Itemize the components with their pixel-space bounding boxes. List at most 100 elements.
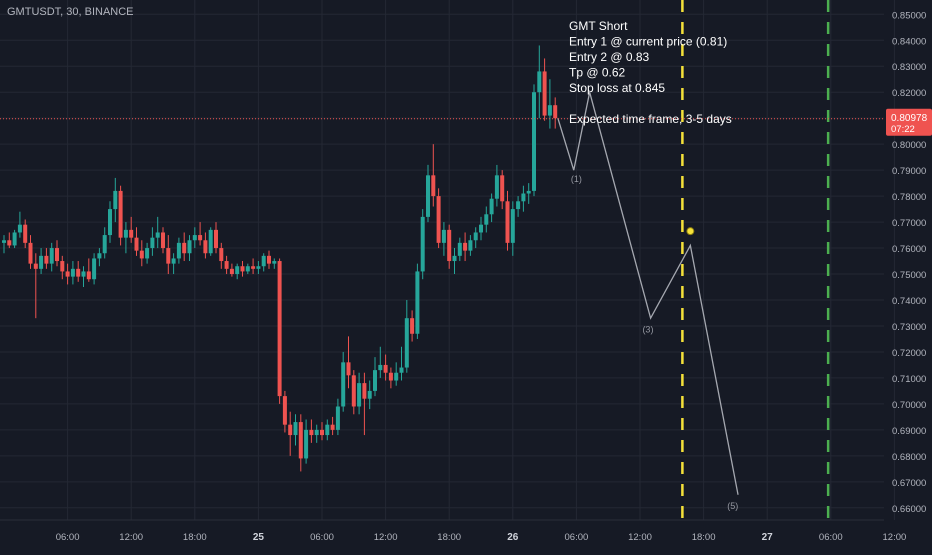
time-tick-label: 18:00: [692, 532, 716, 543]
candle-body: [347, 362, 351, 375]
candle: [421, 209, 425, 279]
candle-body: [325, 425, 329, 435]
wave-label: (1): [571, 174, 582, 184]
candle-body: [34, 264, 38, 269]
candle-body: [18, 225, 22, 233]
note-line: Entry 2 @ 0.83: [569, 50, 650, 64]
candle-body: [76, 269, 80, 277]
candle-body: [447, 230, 451, 261]
candle-body: [182, 243, 186, 253]
price-tick-label: 0.77000: [892, 218, 926, 229]
candle-body: [140, 251, 144, 259]
candle-body: [135, 238, 139, 251]
candle-body: [44, 256, 48, 264]
candle-body: [373, 370, 377, 391]
candle-body: [511, 209, 515, 243]
candle: [119, 186, 123, 246]
candle-body: [150, 238, 154, 248]
candle-body: [283, 396, 287, 425]
candle-body: [272, 261, 276, 264]
candle-body: [23, 225, 27, 243]
candle-body: [384, 365, 388, 373]
time-tick-label: 06:00: [565, 532, 589, 543]
candle-body: [225, 261, 229, 269]
candle: [415, 264, 419, 339]
note-line: Stop loss at 0.845: [569, 81, 665, 95]
candle-body: [336, 406, 340, 429]
candle-body: [87, 271, 91, 279]
candle-body: [166, 248, 170, 264]
price-tick-label: 0.71000: [892, 374, 926, 385]
candle-body: [7, 240, 11, 245]
candle-body: [320, 430, 324, 435]
time-tick-label: 12:00: [628, 532, 652, 543]
time-tick-label: 12:00: [883, 532, 907, 543]
candle-body: [278, 261, 282, 396]
time-tick-label: 18:00: [183, 532, 207, 543]
candle-body: [55, 248, 59, 261]
time-tick-label: 06:00: [56, 532, 80, 543]
candle-body: [516, 201, 520, 209]
candle-body: [368, 391, 372, 399]
candle-body: [437, 196, 441, 243]
candle-body: [309, 430, 313, 435]
price-tick-label: 0.78000: [892, 192, 926, 203]
candle-body: [468, 240, 472, 250]
candle-body: [490, 199, 494, 215]
candle-body: [315, 430, 319, 435]
candle: [278, 258, 282, 403]
candle-body: [193, 235, 197, 240]
candle-body: [357, 383, 361, 406]
candle-body: [113, 191, 117, 209]
candle-body: [97, 253, 101, 258]
candle-body: [145, 248, 149, 258]
price-tick-label: 0.74000: [892, 296, 926, 307]
time-tick-label: 06:00: [819, 532, 843, 543]
price-tick-label: 0.79000: [892, 166, 926, 177]
candle-body: [495, 175, 499, 198]
price-tick-label: 0.68000: [892, 452, 926, 463]
candle-body: [299, 422, 303, 458]
wave-label: (5): [727, 501, 738, 511]
price-tick-label: 0.84000: [892, 36, 926, 47]
candle-body: [405, 318, 409, 367]
candle-body: [256, 266, 260, 269]
candle-body: [71, 269, 75, 277]
candle-body: [426, 175, 430, 217]
note-line: GMT Short: [569, 19, 628, 33]
price-tick-label: 0.69000: [892, 426, 926, 437]
candle-body: [458, 243, 462, 256]
current-price-countdown: 07:22: [891, 124, 915, 135]
price-tick-label: 0.83000: [892, 62, 926, 73]
candle-body: [251, 266, 255, 269]
time-tick-label: 27: [762, 532, 774, 543]
price-tick-label: 0.85000: [892, 10, 926, 21]
candle-body: [172, 258, 176, 263]
candle-body: [246, 266, 250, 271]
price-tick-label: 0.76000: [892, 244, 926, 255]
time-tick-label: 12:00: [119, 532, 143, 543]
candle-body: [304, 430, 308, 459]
price-tick-label: 0.72000: [892, 348, 926, 359]
candle-body: [479, 225, 483, 233]
candle-body: [108, 209, 112, 235]
candle-body: [521, 194, 525, 202]
candle-body: [188, 240, 192, 253]
wave-label-4-marker: [687, 228, 694, 235]
candle-body: [235, 266, 239, 274]
candle-body: [453, 256, 457, 261]
candle-body: [262, 256, 266, 266]
candle-body: [92, 258, 96, 279]
time-tick-label: 26: [507, 532, 519, 543]
candle-body: [198, 235, 202, 240]
candle-body: [389, 373, 393, 381]
candle-body: [209, 230, 213, 253]
candle-body: [553, 105, 557, 118]
candle-body: [506, 201, 510, 243]
candle-body: [60, 261, 64, 271]
candle-body: [352, 375, 356, 406]
candle-body: [421, 217, 425, 272]
candle-body: [331, 425, 335, 430]
